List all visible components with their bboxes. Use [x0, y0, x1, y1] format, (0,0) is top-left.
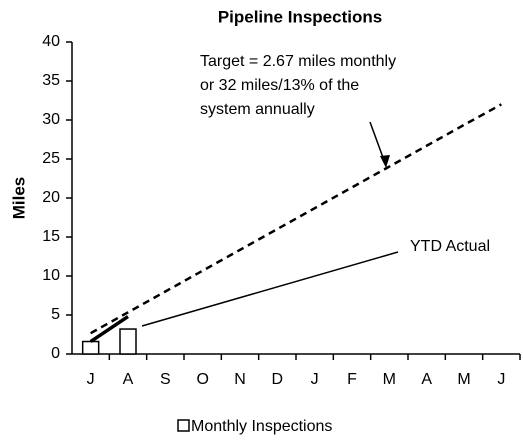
- y-tick-label: 20: [42, 189, 60, 206]
- x-tick-label: O: [196, 371, 208, 388]
- legend-swatch: [177, 419, 190, 432]
- bar: [81, 340, 100, 355]
- chart-title: Pipeline Inspections: [218, 7, 382, 26]
- x-tick-label: A: [123, 371, 134, 388]
- x-tick-label: J: [497, 371, 505, 388]
- x-tick-label: M: [383, 371, 396, 388]
- annotation-arrowhead: [380, 155, 390, 168]
- annotation: system annually: [200, 101, 315, 118]
- annotation: Target = 2.67 miles monthly: [200, 53, 396, 70]
- x-tick-label: A: [421, 371, 432, 388]
- y-tick-label: 10: [42, 267, 60, 284]
- actual-line: [89, 315, 129, 343]
- legend-label: Monthly Inspections: [191, 418, 332, 435]
- x-tick-label: D: [272, 371, 284, 388]
- y-tick-label: 5: [51, 306, 60, 323]
- bar: [119, 328, 137, 355]
- y-tick-label: 15: [42, 228, 60, 245]
- x-tick-label: M: [457, 371, 470, 388]
- annotation: or 32 miles/13% of the: [200, 77, 359, 94]
- x-tick-label: S: [160, 371, 171, 388]
- x-tick-label: J: [87, 371, 95, 388]
- y-tick-label: 35: [42, 72, 60, 89]
- target-line: [90, 103, 502, 335]
- y-axis-label: Miles: [9, 177, 28, 220]
- x-tick-label: F: [347, 371, 357, 388]
- y-tick-label: 30: [42, 111, 60, 128]
- y-tick-label: 40: [42, 33, 60, 50]
- y-tick-label: 25: [42, 150, 60, 167]
- annotation: YTD Actual: [410, 238, 490, 255]
- x-tick-label: N: [234, 371, 246, 388]
- x-tick-label: J: [311, 371, 319, 388]
- y-tick-label: 0: [51, 345, 60, 362]
- annotation-leader: [141, 251, 399, 327]
